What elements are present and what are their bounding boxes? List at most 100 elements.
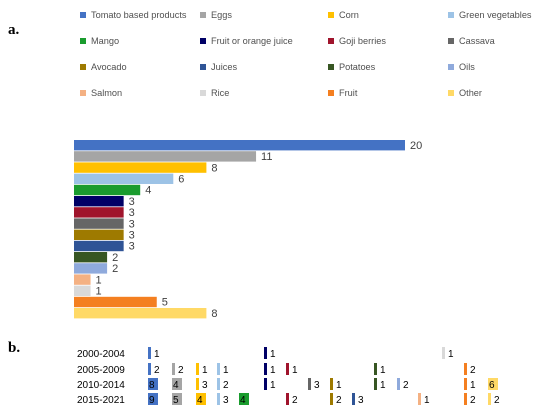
- legend-swatch-green-vegetables: [448, 11, 454, 18]
- bar-label-other: 8: [211, 308, 217, 320]
- legend-item-rice: Rice: [200, 86, 229, 99]
- period-label-2005-2009: 2005-2009: [77, 365, 125, 376]
- bar-label-avocado: 3: [129, 230, 135, 242]
- legend-item-other: Other: [448, 86, 482, 99]
- period-value-2005-2009-corn: 1: [202, 365, 208, 376]
- period-marker-2010-2014-fruit-or-orange-juice: [264, 378, 267, 390]
- legend-label-green-vegetables: Green vegetables: [459, 9, 532, 20]
- legend-item-potatoes: Potatoes: [328, 60, 375, 73]
- legend-label-mango: Mango: [91, 35, 120, 46]
- bar-cassava: [74, 218, 124, 229]
- period-value-2010-2014-oils: 2: [403, 380, 409, 391]
- period-value-2015-2021-mango: 4: [240, 395, 246, 406]
- period-marker-2005-2009-fruit-or-orange-juice: [264, 363, 267, 375]
- period-value-2010-2014-eggs: 4: [173, 380, 179, 391]
- period-value-2010-2014-potatoes: 1: [380, 380, 386, 391]
- legend-item-avocado: Avocado: [80, 60, 127, 73]
- period-marker-2015-2021-fruit: [464, 393, 467, 405]
- period-marker-2005-2009-goji-berries: [286, 363, 289, 375]
- legend-item-goji-berries: Goji berries: [328, 34, 386, 47]
- legend-item-corn: Corn: [328, 8, 359, 21]
- period-value-2015-2021-tomato-based-products: 9: [149, 395, 155, 406]
- legend-swatch-fruit: [328, 89, 334, 96]
- panel-label-b: b.: [8, 340, 21, 356]
- legend-item-oils: Oils: [448, 60, 475, 73]
- legend-label-rice: Rice: [211, 87, 230, 98]
- legend-label-oils: Oils: [459, 61, 475, 72]
- bar-mango: [74, 184, 141, 196]
- bar-fruit: [74, 296, 157, 308]
- period-value-2010-2014-green-vegetables: 2: [223, 380, 229, 391]
- legend-label-potatoes: Potatoes: [339, 61, 376, 72]
- legend-swatch-fruit-or-orange-juice: [200, 37, 206, 44]
- period-marker-2015-2021-juices: [352, 393, 355, 405]
- legend-item-mango: Mango: [80, 34, 119, 47]
- period-value-2010-2014-avocado: 1: [336, 380, 342, 391]
- period-marker-2000-2004-tomato-based-products: [148, 347, 151, 359]
- period-value-2005-2009-potatoes: 1: [380, 365, 386, 376]
- period-marker-2005-2009-green-vegetables: [217, 363, 220, 375]
- period-label-2010-2014: 2010-2014: [77, 380, 125, 391]
- period-marker-2015-2021-eggs: [172, 393, 182, 405]
- legend-swatch-rice: [200, 89, 206, 96]
- bar-label-oils: 2: [112, 263, 118, 275]
- legend-swatch-goji-berries: [328, 37, 334, 44]
- period-marker-2010-2014-avocado: [330, 378, 333, 390]
- period-marker-2010-2014-eggs: [172, 378, 182, 390]
- period-value-2005-2009-goji-berries: 1: [292, 365, 298, 376]
- bar-label-goji-berries: 3: [129, 207, 135, 219]
- legend-item-eggs: Eggs: [200, 8, 232, 21]
- period-value-2015-2021-goji-berries: 2: [292, 395, 298, 406]
- legend-label-salmon: Salmon: [91, 87, 123, 98]
- period-value-2015-2021-eggs: 5: [173, 395, 179, 406]
- legend-label-juices: Juices: [211, 61, 238, 72]
- legend-label-corn: Corn: [339, 9, 359, 20]
- legend-swatch-oils: [448, 63, 454, 70]
- legend-item-fruit-or-orange-juice: Fruit or orange juice: [200, 34, 293, 47]
- legend-label-goji-berries: Goji berries: [339, 35, 386, 46]
- bar-rice: [74, 285, 91, 296]
- legend-swatch-avocado: [80, 63, 86, 70]
- legend-swatch-salmon: [80, 89, 86, 96]
- period-marker-2010-2014-potatoes: [374, 378, 377, 390]
- period-marker-2015-2021-corn: [196, 393, 206, 405]
- period-marker-2015-2021-green-vegetables: [217, 393, 220, 405]
- legend-item-salmon: Salmon: [80, 86, 122, 99]
- period-value-2015-2021-green-vegetables: 3: [223, 395, 229, 406]
- bar-label-tomato-based-products: 20: [410, 140, 422, 152]
- period-marker-2010-2014-corn: [196, 378, 199, 390]
- legend-swatch-eggs: [200, 11, 206, 18]
- legend-swatch-cassava: [448, 37, 454, 44]
- bar-juices: [74, 240, 124, 252]
- period-value-2005-2009-fruit: 2: [470, 365, 476, 376]
- period-marker-2005-2009-corn: [196, 363, 199, 375]
- bar-label-eggs: 11: [261, 151, 272, 163]
- bar-label-salmon: 1: [96, 274, 102, 286]
- legend-label-fruit: Fruit: [339, 87, 358, 98]
- legend-label-cassava: Cassava: [459, 35, 495, 46]
- period-marker-2005-2009-eggs: [172, 363, 175, 375]
- bar-avocado: [74, 229, 124, 240]
- bar-potatoes: [74, 252, 108, 263]
- bar-label-rice: 1: [96, 286, 102, 298]
- legend-label-tomato-based-products: Tomato based products: [91, 9, 187, 20]
- bar-corn: [74, 162, 207, 173]
- period-value-2000-2004-tomato-based-products: 1: [154, 349, 160, 360]
- legend-item-juices: Juices: [200, 60, 237, 73]
- period-marker-2010-2014-tomato-based-products: [148, 378, 158, 390]
- bar-fruit-or-orange-juice: [74, 196, 124, 207]
- period-marker-2015-2021-avocado: [330, 393, 333, 405]
- period-marker-2010-2014-cassava: [308, 378, 311, 390]
- bar-tomato-based-products: [74, 140, 405, 151]
- legend-swatch-juices: [200, 63, 206, 70]
- period-value-2010-2014-other: 6: [489, 380, 495, 391]
- period-value-2015-2021-salmon: 1: [424, 395, 430, 406]
- period-marker-2015-2021-goji-berries: [286, 393, 289, 405]
- chart-legend: Tomato based products Eggs Corn Green veget…: [80, 8, 550, 113]
- period-marker-2005-2009-tomato-based-products: [148, 363, 151, 375]
- legend-item-green-vegetables: Green vegetables: [448, 8, 532, 21]
- period-value-2005-2009-fruit-or-orange-juice: 1: [270, 365, 276, 376]
- legend-label-avocado: Avocado: [91, 61, 127, 72]
- period-value-2010-2014-fruit-or-orange-juice: 1: [270, 380, 276, 391]
